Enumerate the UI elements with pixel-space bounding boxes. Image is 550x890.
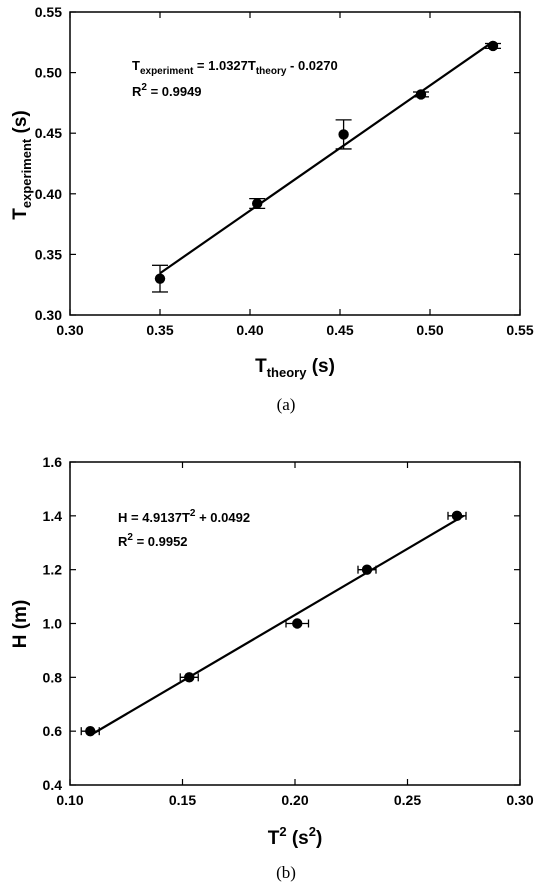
- data-point: [292, 618, 303, 629]
- chart-panel-b: 0.10 0.15 0.20 0.25 0.30 0.4 0.6 0.8 1.0 1.2 1.4 1.…: [10, 454, 534, 882]
- x-tick-label: 0.20: [281, 792, 308, 808]
- fit-line: [159, 40, 494, 275]
- y-tick-label: 0.40: [35, 186, 62, 202]
- x-tick-label: 0.55: [506, 322, 533, 338]
- y-tick-label: 1.4: [43, 508, 63, 524]
- x-tick-label: 0.30: [56, 322, 83, 338]
- fit-equation: H = 4.9137T2 + 0.0492: [118, 508, 250, 525]
- r-squared: R2 = 0.9952: [118, 532, 188, 549]
- fit-line: [89, 514, 465, 737]
- chart-panel-a: 0.30 0.35 0.40 0.45 0.50 0.55 0.30 0.35 0.40 0.45…: [10, 4, 534, 414]
- y-tick-label: 0.45: [35, 125, 62, 141]
- data-point: [415, 89, 427, 100]
- x-tick-label: 0.45: [326, 322, 353, 338]
- y-tick-label: 0.35: [35, 246, 62, 262]
- fit-equation: Texperiment = 1.0327Ttheory - 0.0270: [132, 58, 338, 77]
- y-tick-label: 0.50: [35, 65, 62, 81]
- panel-label-b: (b): [276, 863, 296, 882]
- tick-marks: [69, 461, 521, 786]
- fit-line-group: [89, 514, 465, 737]
- data-points: [80, 510, 467, 737]
- y-tick-label: 0.55: [35, 4, 62, 20]
- data-point: [184, 672, 195, 683]
- y-axis-label: H (m): [10, 600, 31, 649]
- data-point: [338, 129, 349, 140]
- y-tick-label: 0.4: [43, 777, 63, 793]
- y-tick-label: 0.8: [43, 669, 63, 685]
- x-tick-label: 0.15: [169, 792, 196, 808]
- y-tick-label: 1.6: [43, 454, 63, 470]
- data-point: [154, 273, 166, 284]
- plot-frame: [69, 11, 521, 316]
- panel-label-a: (a): [277, 395, 296, 414]
- data-point: [252, 198, 263, 209]
- y-axis-label: Texperiment (s): [10, 110, 34, 219]
- x-tick-label: 0.35: [146, 322, 173, 338]
- data-point: [85, 725, 96, 737]
- x-tick-label: 0.40: [236, 322, 263, 338]
- x-tick-label: 0.10: [56, 792, 83, 808]
- x-axis-label: Ttheory (s): [255, 356, 335, 380]
- data-points: [152, 40, 501, 293]
- tick-labels: 0.30 0.35 0.40 0.45 0.50 0.55 0.30 0.35 0.40 0.45…: [35, 4, 534, 338]
- r-squared: R2 = 0.9949: [132, 82, 202, 99]
- tick-marks: [69, 11, 521, 316]
- fit-line-group: [159, 40, 494, 275]
- x-tick-label: 0.25: [394, 792, 421, 808]
- data-point: [451, 510, 463, 522]
- data-point: [361, 564, 373, 575]
- x-tick-label: 0.50: [416, 322, 443, 338]
- x-tick-label: 0.30: [506, 792, 533, 808]
- tick-labels: 0.10 0.15 0.20 0.25 0.30 0.4 0.6 0.8 1.0 1.2 1.4 1.…: [43, 454, 534, 808]
- y-tick-label: 0.30: [35, 307, 62, 323]
- y-tick-label: 0.6: [43, 723, 63, 739]
- data-point: [487, 40, 499, 52]
- y-tick-label: 1.0: [43, 616, 63, 632]
- y-tick-label: 1.2: [43, 562, 63, 578]
- x-axis-label: T2 (s2): [268, 824, 323, 849]
